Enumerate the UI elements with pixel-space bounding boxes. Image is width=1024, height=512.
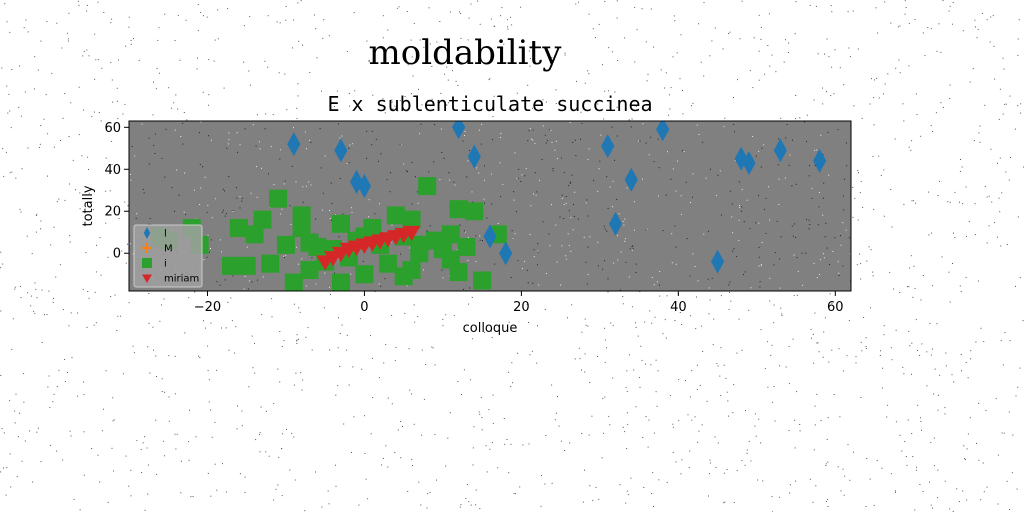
legend-item: M [142, 243, 173, 255]
data-point [229, 219, 248, 238]
data-point [269, 189, 288, 208]
data-point [237, 256, 256, 275]
x-tick-label: −20 [194, 300, 221, 315]
data-point [452, 121, 466, 140]
series-l [287, 121, 827, 274]
y-tick-label: 20 [104, 205, 121, 220]
legend-marker [142, 274, 152, 283]
data-point [378, 254, 397, 273]
data-point [284, 273, 303, 291]
data-point [418, 177, 437, 196]
data-point [441, 225, 460, 244]
data-point [300, 261, 319, 280]
data-point [449, 200, 468, 219]
data-point [349, 169, 364, 194]
legend-item: miriam [142, 274, 199, 285]
data-point [467, 144, 481, 169]
data-point [386, 206, 405, 225]
legend-label: l [164, 229, 167, 240]
data-point [357, 174, 372, 199]
data-point [334, 138, 348, 163]
legend: lMi miriam [133, 224, 203, 288]
y-tick-label: 60 [104, 121, 121, 136]
x-axis-label: colloque [463, 321, 518, 336]
x-axis: −20 0 20 40 60 [194, 291, 844, 315]
data-point [355, 265, 374, 284]
y-tick-label: 0 [113, 247, 121, 262]
data-point [465, 202, 484, 221]
legend-marker [142, 243, 152, 253]
legend-frame [133, 224, 203, 288]
data-point [499, 241, 513, 266]
data-point [473, 271, 492, 290]
data-point [331, 214, 350, 233]
data-point [402, 225, 421, 242]
data-point [363, 219, 382, 238]
data-point [261, 254, 280, 273]
data-point [402, 210, 421, 229]
x-tick-label: 40 [670, 300, 687, 315]
data-point [656, 121, 670, 142]
legend-marker [142, 258, 152, 268]
x-tick-label: 20 [513, 300, 530, 315]
data-point [742, 150, 756, 175]
data-point [483, 224, 497, 249]
data-point [287, 132, 301, 157]
data-point [601, 134, 615, 159]
data-point [308, 237, 327, 256]
data-point [292, 219, 311, 238]
data-point [773, 138, 787, 163]
data-point [608, 211, 623, 236]
data-point [331, 273, 350, 291]
y-axis-label: totally [81, 185, 96, 226]
x-tick-label: 0 [360, 300, 368, 315]
legend-label: miriam [164, 274, 199, 285]
plot-frame [128, 120, 852, 292]
legend-marker [143, 227, 151, 239]
chart-suptitle: moldability [369, 33, 563, 73]
data-marks [151, 121, 827, 291]
legend-item: l [143, 227, 167, 240]
data-point [222, 256, 241, 275]
data-point [402, 261, 421, 280]
data-point [253, 210, 272, 229]
data-point [245, 225, 264, 244]
data-point [710, 249, 725, 274]
legend-item: i [142, 258, 167, 270]
y-axis: 0 20 40 60 [104, 121, 129, 262]
data-point [813, 148, 827, 173]
data-point [276, 235, 295, 254]
legend-label: i [164, 259, 167, 270]
y-tick-label: 40 [104, 163, 121, 178]
data-point [624, 167, 638, 192]
chart-title: E x sublenticulate succinea [327, 92, 652, 116]
series-miriam [316, 225, 421, 271]
x-tick-label: 60 [827, 300, 844, 315]
data-point [457, 237, 476, 256]
data-point [410, 244, 429, 263]
data-point [449, 263, 468, 282]
legend-label: M [164, 244, 173, 255]
